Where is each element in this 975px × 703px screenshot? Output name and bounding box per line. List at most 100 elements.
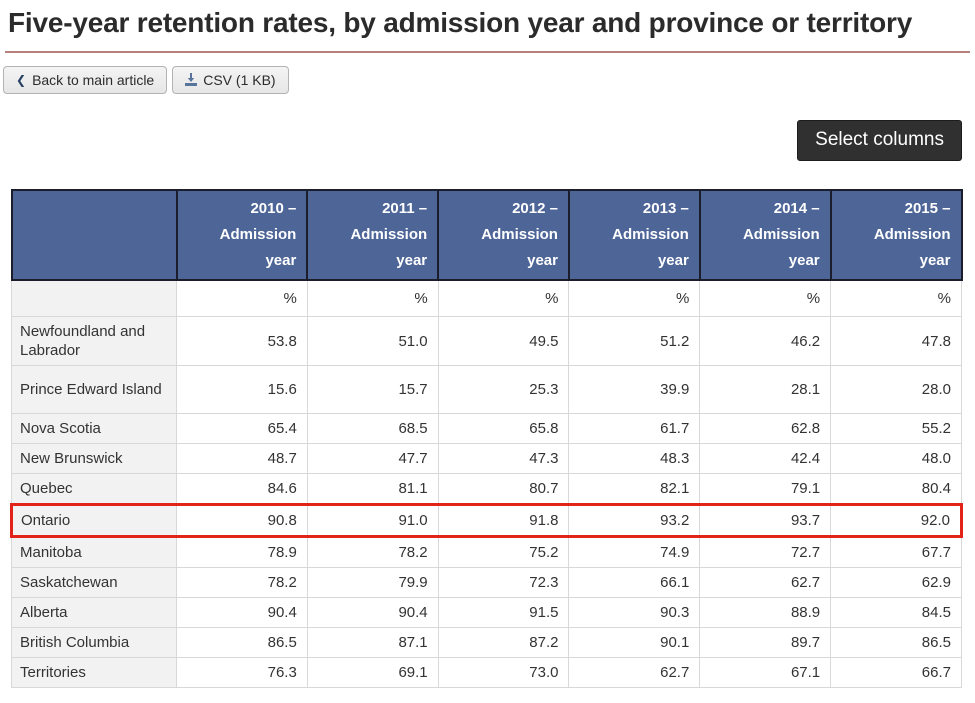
cell: 73.0: [437, 657, 570, 688]
column-header-2010: 2010 – Admission year: [175, 189, 309, 281]
csv-button-label: CSV (1 KB): [203, 71, 276, 88]
unit-cell: %: [306, 279, 439, 317]
row-header: British Columbia: [11, 627, 177, 658]
cell: 47.8: [830, 316, 962, 366]
cell: 67.7: [830, 536, 962, 568]
unit-cell: %: [176, 279, 308, 317]
table-row: Nova Scotia 65.4 68.5 65.8 61.7 62.8 55.…: [11, 413, 962, 444]
column-header-2011: 2011 – Admission year: [306, 189, 440, 281]
cell: 75.2: [437, 536, 570, 568]
row-header: Saskatchewan: [11, 567, 177, 598]
cell: 15.6: [176, 365, 308, 414]
retention-table: 2010 – Admission year 2011 – Admission y…: [10, 189, 963, 688]
cell: 92.0: [830, 503, 963, 538]
row-header: Prince Edward Island: [11, 365, 177, 414]
unit-cell: %: [699, 279, 832, 317]
cell: 82.1: [568, 473, 701, 505]
cell: 51.0: [306, 316, 439, 366]
header-row: 2010 – Admission year 2011 – Admission y…: [10, 189, 963, 281]
cell: 90.4: [176, 597, 308, 628]
column-header-2012: 2012 – Admission year: [437, 189, 570, 281]
cell: 15.7: [306, 365, 439, 414]
cell: 93.7: [699, 503, 832, 538]
cell: 91.5: [437, 597, 570, 628]
csv-download-button[interactable]: CSV (1 KB): [172, 66, 289, 94]
column-header-2015: 2015 – Admission year: [829, 189, 963, 281]
cell: 48.7: [176, 443, 308, 474]
back-to-main-article-button[interactable]: ❮ Back to main article: [3, 66, 168, 94]
table-row: Territories 76.3 69.1 73.0 62.7 67.1 66.…: [11, 657, 962, 688]
cell: 47.3: [437, 443, 570, 474]
back-button-label: Back to main article: [32, 71, 155, 88]
cell: 90.4: [306, 597, 439, 628]
toolbar: ❮ Back to main article CSV (1 KB): [3, 66, 975, 94]
cell: 84.5: [830, 597, 962, 628]
cell: 28.1: [699, 365, 832, 414]
table-row: Newfoundland and Labrador 53.8 51.0 49.5…: [11, 316, 962, 366]
unit-cell: %: [437, 279, 570, 317]
table-row: Alberta 90.4 90.4 91.5 90.3 88.9 84.5: [11, 597, 962, 628]
table-row: Manitoba 78.9 78.2 75.2 74.9 72.7 67.7: [11, 536, 962, 568]
unit-row-stub: [11, 279, 177, 317]
cell: 74.9: [568, 536, 701, 568]
cell: 47.7: [306, 443, 439, 474]
cell: 67.1: [699, 657, 832, 688]
cell: 78.9: [176, 536, 308, 568]
cell: 93.2: [568, 503, 701, 538]
cell: 80.4: [830, 473, 962, 505]
table-row: British Columbia 86.5 87.1 87.2 90.1 89.…: [11, 627, 962, 658]
cell: 72.7: [699, 536, 832, 568]
row-header: Territories: [11, 657, 177, 688]
table-row: Quebec 84.6 81.1 80.7 82.1 79.1 80.4: [11, 473, 962, 505]
cell: 65.4: [176, 413, 308, 444]
cell: 81.1: [306, 473, 439, 505]
unit-cell: %: [830, 279, 962, 317]
cell: 72.3: [437, 567, 570, 598]
cell: 91.0: [306, 503, 439, 538]
column-header-2014: 2014 – Admission year: [698, 189, 832, 281]
download-icon: [185, 73, 198, 86]
cell: 91.8: [437, 503, 570, 538]
cell: 28.0: [830, 365, 962, 414]
cell: 53.8: [176, 316, 308, 366]
table-body: Newfoundland and Labrador 53.8 51.0 49.5…: [10, 316, 963, 688]
cell: 61.7: [568, 413, 701, 444]
cell: 46.2: [699, 316, 832, 366]
cell: 39.9: [568, 365, 701, 414]
row-header: Nova Scotia: [11, 413, 177, 444]
cell: 79.1: [699, 473, 832, 505]
cell: 68.5: [306, 413, 439, 444]
page-title: Five-year retention rates, by admission …: [8, 7, 913, 38]
cell: 88.9: [699, 597, 832, 628]
cell: 80.7: [437, 473, 570, 505]
title-divider: Five-year retention rates, by admission …: [5, 0, 970, 53]
select-columns-button[interactable]: Select columns: [797, 120, 962, 161]
page: Five-year retention rates, by admission …: [0, 0, 975, 688]
cell: 89.7: [699, 627, 832, 658]
cell: 62.8: [699, 413, 832, 444]
cell: 90.1: [568, 627, 701, 658]
corner-header: [10, 189, 178, 281]
cell: 86.5: [176, 627, 308, 658]
row-header: Quebec: [11, 473, 177, 505]
unit-cell: %: [568, 279, 701, 317]
select-columns-row: Select columns: [0, 120, 962, 161]
cell: 84.6: [176, 473, 308, 505]
cell: 48.0: [830, 443, 962, 474]
cell: 48.3: [568, 443, 701, 474]
unit-row: % % % % % %: [11, 279, 962, 317]
table-row-ontario-highlighted: Ontario 90.8 91.0 91.8 93.2 93.7 92.0: [10, 503, 963, 538]
cell: 69.1: [306, 657, 439, 688]
cell: 62.7: [568, 657, 701, 688]
cell: 66.1: [568, 567, 701, 598]
cell: 66.7: [830, 657, 962, 688]
cell: 86.5: [830, 627, 962, 658]
table-row: Prince Edward Island 15.6 15.7 25.3 39.9…: [11, 365, 962, 414]
cell: 25.3: [437, 365, 570, 414]
cell: 51.2: [568, 316, 701, 366]
table-header: 2010 – Admission year 2011 – Admission y…: [10, 189, 963, 317]
row-header: Newfoundland and Labrador: [11, 316, 177, 366]
table-row: Saskatchewan 78.2 79.9 72.3 66.1 62.7 62…: [11, 567, 962, 598]
table-row: New Brunswick 48.7 47.7 47.3 48.3 42.4 4…: [11, 443, 962, 474]
cell: 49.5: [437, 316, 570, 366]
